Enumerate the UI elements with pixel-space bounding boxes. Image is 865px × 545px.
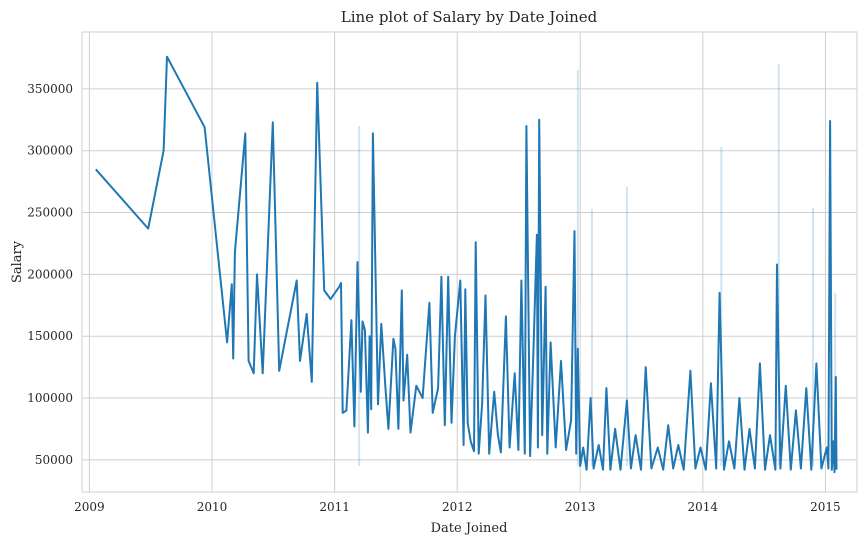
y-tick-labels: 50000 100000 150000 200000 250000 300000 35000… (27, 82, 73, 467)
y-tick-label: 50000 (35, 453, 73, 467)
x-axis-title: Date Joined (431, 521, 508, 536)
x-tick-label: 2010 (197, 500, 228, 514)
y-tick-label: 100000 (27, 391, 73, 405)
x-tick-label: 2012 (442, 500, 473, 514)
y-tick-label: 200000 (27, 267, 73, 281)
y-axis-title: Salary (10, 240, 25, 283)
y-gridlines (82, 88, 857, 461)
x-tick-label: 2015 (810, 500, 841, 514)
x-gridlines (88, 32, 826, 492)
y-tick-label: 350000 (27, 82, 73, 96)
series-layer (95, 55, 838, 474)
chart-title: Line plot of Salary by Date Joined (341, 8, 598, 26)
x-tick-label: 2014 (688, 500, 719, 514)
x-tick-label: 2013 (565, 500, 596, 514)
y-tick-label: 250000 (27, 206, 73, 220)
y-tick-label: 300000 (27, 144, 73, 158)
x-tick-labels: 2009 2010 2011 2012 2013 2014 2015 (74, 500, 841, 514)
series-line (95, 55, 838, 474)
x-tick-label: 2009 (74, 500, 105, 514)
plot-background (82, 32, 857, 492)
plot-frame (81, 31, 858, 493)
x-tick-label: 2011 (319, 500, 350, 514)
y-tick-label: 150000 (27, 329, 73, 343)
